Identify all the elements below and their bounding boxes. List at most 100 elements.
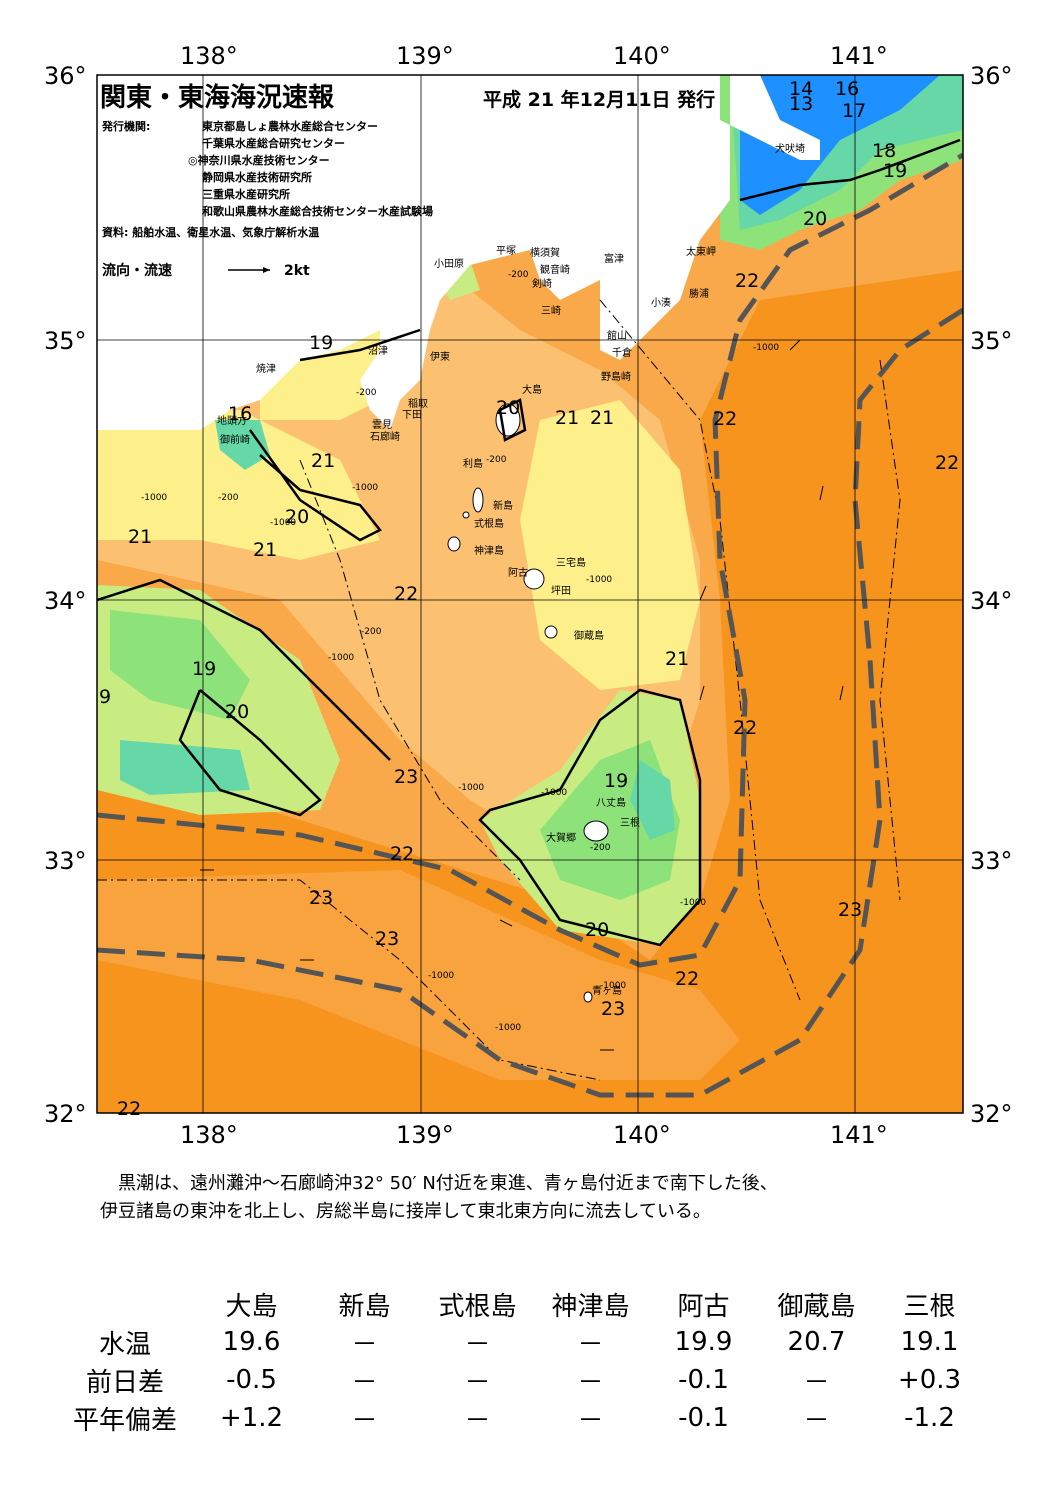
isotherm-label: 13 [789, 93, 813, 115]
water-yellow-central [520, 400, 700, 690]
isotherm-label: 20 [496, 397, 520, 419]
table-cell: － [351, 1367, 378, 1398]
table-cell: 19.1 [900, 1327, 959, 1357]
lon-top-141: 141° [830, 42, 888, 70]
table-cell: -0.5 [226, 1365, 277, 1395]
depth-label: -200 [590, 843, 611, 853]
place-label: 勝浦 [689, 287, 709, 300]
place-label: 小湊 [651, 296, 671, 309]
depth-label: -1000 [495, 1023, 521, 1033]
depth-label: -1000 [428, 971, 454, 981]
island-kozushima [447, 536, 461, 552]
isotherm-label: 23 [394, 766, 418, 788]
isotherm-20-omaezaki [248, 429, 382, 542]
water-teal-west [120, 740, 250, 795]
depth-label: -200 [486, 455, 507, 465]
lat-left-34: 34° [44, 587, 87, 615]
depth-label: -1000 [680, 898, 706, 908]
map-header: 関東・東海海況速報 平成 21 年12月11日 発行 発行機関: 東京都島しょ農… [100, 83, 715, 279]
island-miyakejima [523, 568, 545, 590]
column-header: 三根 [903, 1291, 956, 1322]
temperature-field [97, 75, 963, 1113]
isotherm-19-northeast [739, 138, 961, 202]
publisher-6: 和歌山県農林水産総合技術センター水産試験場 [202, 204, 433, 218]
kuroshio-axis [97, 152, 963, 1098]
place-label: 小田原 [434, 258, 464, 270]
isotherm-20-oshima [498, 398, 527, 442]
column-header: 御蔵島 [777, 1291, 856, 1322]
row-label: 前日差 [85, 1367, 164, 1398]
isotherm-21-west [97, 578, 391, 761]
kuroshio-description: 黒潮は、遠州灘沖～石廊崎沖32° 50′ N付近を東進、青ヶ島付近まで南下した後… [100, 1173, 778, 1222]
lat-left-32: 32° [44, 1100, 87, 1128]
isotherm-label: 16 [835, 78, 859, 100]
lat-right-32: 32° [970, 1100, 1013, 1128]
lat-right-34: 34° [970, 587, 1013, 615]
map-title: 関東・東海海況速報 [100, 83, 335, 113]
isotherm-label: 23 [309, 887, 333, 909]
place-label: 新島 [493, 499, 513, 512]
island-hachijojima [583, 820, 609, 842]
place-label: 焼津 [256, 363, 276, 375]
depth-label: -200 [361, 627, 382, 637]
place-label: 千倉 [612, 346, 632, 359]
isotherm-label: 19 [309, 332, 333, 354]
isotherm-label: 19 [192, 658, 216, 680]
lon-bottom-141: 141° [830, 1121, 888, 1149]
water-22c-south [97, 870, 740, 1080]
isotherm-label: 17 [842, 100, 866, 122]
publisher-1: 東京都島しょ農林水産総合センター [202, 119, 378, 133]
isotherm-label: 21 [665, 648, 689, 670]
isotherm-label: 21 [555, 407, 579, 429]
table-cell: － [464, 1329, 491, 1360]
data-source: 資料: 船舶水温、衛星水温、気象庁解析水温 [102, 225, 319, 239]
place-label: 三根 [620, 816, 640, 829]
isotherm-label: 9 [99, 686, 111, 708]
current-legend-label: 流向・流速 [102, 262, 172, 279]
table-cell: 19.9 [674, 1327, 733, 1357]
lat-left-36: 36° [44, 62, 87, 90]
place-label: 石廊崎 [370, 430, 400, 443]
island-niijima [472, 487, 484, 513]
depth-label: -1000 [352, 483, 378, 493]
lon-top-138: 138° [180, 42, 238, 70]
place-label: 青ヶ島 [592, 984, 622, 997]
publisher-label: 発行機関: [101, 119, 150, 133]
place-label: 横須賀 [530, 246, 560, 259]
isotherm-label: 22 [117, 1098, 141, 1120]
isotherm-20-hachijo [478, 688, 702, 947]
lon-bottom-139: 139° [396, 1121, 454, 1149]
place-label: 伊東 [430, 350, 450, 363]
publisher-4: 静岡県水産技術研究所 [202, 170, 312, 184]
depth-label: -200 [356, 388, 377, 398]
place-label: 御蔵島 [574, 629, 604, 642]
place-label: 式根島 [474, 517, 504, 530]
kuroshio-axis-north [97, 152, 963, 968]
place-label: 三崎 [541, 304, 561, 317]
map-frame [96, 74, 964, 1114]
isotherm-label: 20 [285, 506, 309, 528]
place-label: 稲取 [408, 398, 428, 410]
place-label: 阿古 [508, 566, 528, 579]
table-cell: +1.2 [219, 1403, 284, 1433]
isotherm-label: 22 [713, 408, 737, 430]
place-label: 富津 [604, 252, 624, 265]
isotherm-label: 22 [735, 270, 759, 292]
water-green-west [110, 610, 250, 720]
place-label: 剣崎 [532, 277, 552, 290]
isotherm-20-west [178, 689, 322, 817]
isotherm-19-suruga [299, 328, 421, 362]
table-cell: -1.2 [904, 1403, 955, 1433]
land-honshu [97, 75, 820, 430]
publisher-2: 千葉県水産総合研究センター [202, 136, 345, 150]
table-cell: － [464, 1367, 491, 1398]
current-scale: 2kt [284, 263, 310, 279]
kuroshio-axis-south [97, 307, 963, 1098]
place-label: 観音崎 [540, 263, 570, 276]
row-label: 水温 [98, 1329, 151, 1360]
table-row: 平年偏差 +1.2 － － － -0.1 － -1.2 [55, 1399, 986, 1437]
isotherm-label: 18 [872, 140, 896, 162]
depth-label: -200 [218, 493, 239, 503]
place-label: 八丈島 [596, 796, 626, 809]
isotherm-label: 21 [590, 407, 614, 429]
